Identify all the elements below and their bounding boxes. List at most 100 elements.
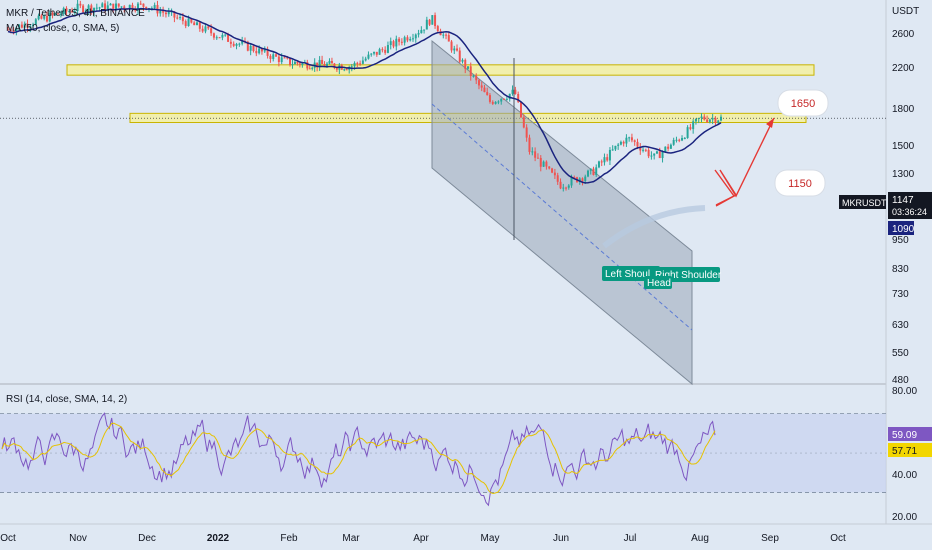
candle-body xyxy=(361,60,364,64)
neckline xyxy=(602,205,706,249)
candle-body xyxy=(29,26,32,28)
candle-body xyxy=(258,48,261,54)
candle-body xyxy=(249,45,252,51)
candle-body xyxy=(32,24,35,27)
descending-channel[interactable] xyxy=(431,39,693,386)
candle-body xyxy=(316,62,319,68)
price-axis[interactable]: USDT 2600 2200 1800 1500 1300 950 830 73… xyxy=(839,6,932,386)
candle-body xyxy=(667,146,670,149)
time-tick-feb: Feb xyxy=(280,533,298,544)
candle-body xyxy=(428,19,431,25)
candle-body xyxy=(514,89,517,95)
candle-body xyxy=(280,57,283,63)
candle-body xyxy=(275,54,278,57)
candle-body xyxy=(190,18,193,23)
candle-body xyxy=(364,58,367,61)
rsi-axis[interactable]: 80.00 40.00 20.00 59.09 57.71 xyxy=(888,386,932,523)
target-1150-callout[interactable]: 1150 xyxy=(774,169,826,197)
time-axis[interactable]: Oct Nov Dec 2022 Feb Mar Apr May Jun Jul… xyxy=(0,533,846,544)
price-tick-2600: 2600 xyxy=(892,29,915,40)
candle-body xyxy=(167,12,170,15)
head-and-shoulders-pattern[interactable] xyxy=(602,205,706,249)
candle-body xyxy=(420,30,423,34)
candle-body xyxy=(104,3,107,11)
candle-body xyxy=(330,60,333,64)
price-projection[interactable] xyxy=(714,117,775,207)
head-tag[interactable]: Head xyxy=(644,276,672,289)
candle-body xyxy=(434,15,437,27)
candle-body xyxy=(367,54,370,59)
candle-body xyxy=(181,17,184,22)
candle-body xyxy=(412,38,414,40)
candle-body xyxy=(90,5,93,13)
candle-body xyxy=(117,3,120,7)
candle-body xyxy=(241,41,244,44)
rsi-ma-value-tag xyxy=(888,443,932,457)
candle-body xyxy=(286,57,289,59)
candle-body xyxy=(93,7,96,13)
symbol-tag xyxy=(839,195,886,209)
candle-body xyxy=(589,168,592,171)
candle-body xyxy=(301,62,304,65)
candle-body xyxy=(653,153,656,156)
candle-body xyxy=(326,63,329,67)
price-tick-830: 830 xyxy=(892,264,909,275)
price-tick-1500: 1500 xyxy=(892,141,915,152)
candle-body xyxy=(54,13,57,15)
candle-body xyxy=(475,75,478,81)
rsi-legend[interactable]: RSI (14, close, SMA, 14, 2) xyxy=(6,394,127,405)
candle-body xyxy=(436,26,439,31)
candle-body xyxy=(647,149,650,157)
candle-body xyxy=(375,51,378,55)
candle-body xyxy=(711,118,714,120)
candle-body xyxy=(456,48,459,51)
rsi-tick-40: 40.00 xyxy=(892,470,917,481)
price-tick-480: 480 xyxy=(892,375,909,386)
channel-area xyxy=(431,39,693,386)
candle-body xyxy=(395,38,398,47)
candle-body xyxy=(131,4,134,10)
time-tick-jul: Jul xyxy=(624,533,637,544)
candle-body xyxy=(491,101,494,104)
candle-body xyxy=(109,3,112,6)
candle-body xyxy=(655,151,658,154)
candle-body xyxy=(664,146,667,152)
candle-body xyxy=(672,139,675,145)
channel-midline xyxy=(431,103,693,331)
candle-body xyxy=(266,49,269,56)
candle-body xyxy=(71,11,74,13)
candle-body xyxy=(59,13,62,15)
time-tick-sep: Sep xyxy=(761,533,779,544)
candle-body xyxy=(227,34,230,42)
candle-body xyxy=(597,161,600,168)
candle-body xyxy=(283,57,286,59)
candle-body xyxy=(308,68,311,70)
symbol-legend[interactable]: MKR / TetherUS, 4h, BINANCE xyxy=(6,8,145,19)
time-tick-aug: Aug xyxy=(691,533,709,544)
ma-legend[interactable]: MA (50, close, 0, SMA, 5) xyxy=(6,23,119,34)
candle-body xyxy=(522,117,525,128)
candle-body xyxy=(505,98,508,100)
candle-body xyxy=(488,95,491,102)
rsi-line xyxy=(1,412,716,507)
candle-body xyxy=(43,15,46,19)
candle-body xyxy=(431,15,434,25)
candle-body xyxy=(511,89,514,94)
rsi-tick-80: 80.00 xyxy=(892,386,917,397)
candle-body xyxy=(164,12,167,15)
candle-body xyxy=(592,168,595,175)
candle-body xyxy=(414,34,417,39)
candle-body xyxy=(694,118,697,122)
candle-body xyxy=(581,178,584,181)
candle-body xyxy=(453,48,456,51)
target-1650-callout[interactable]: 1650 xyxy=(777,89,829,117)
moving-average-line xyxy=(7,7,722,184)
candle-body xyxy=(678,139,681,141)
rsi-series xyxy=(1,412,716,507)
candle-body xyxy=(517,94,520,102)
candle-body xyxy=(642,149,645,151)
candle-body xyxy=(79,3,82,6)
candle-body xyxy=(633,140,636,142)
candle-body xyxy=(458,50,461,62)
